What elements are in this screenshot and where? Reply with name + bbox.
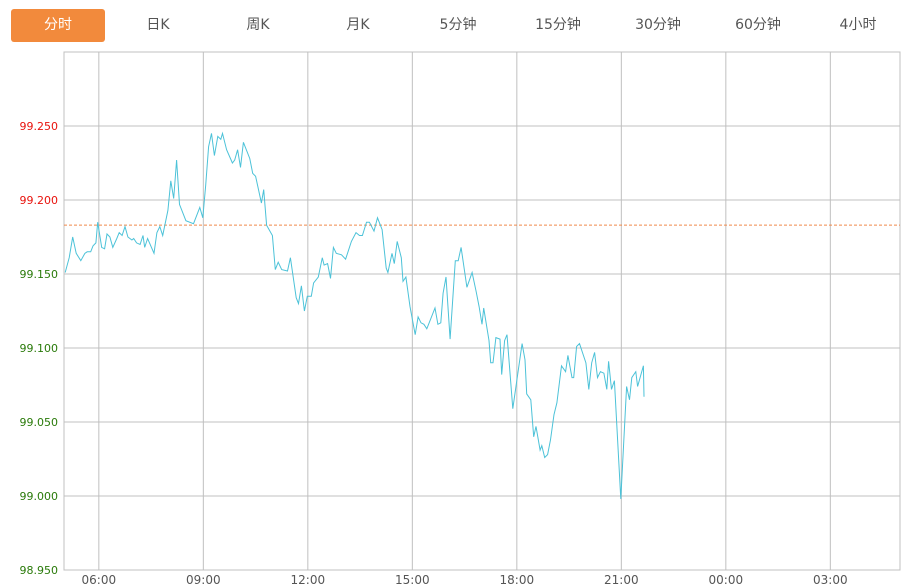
tab-8[interactable]: 4小时 <box>839 17 877 33</box>
y-tick-label: 98.950 <box>20 564 59 577</box>
chart-period-tabs: 分时 日K 周K 月K 5分钟 15分钟 30分钟 60分钟 4小时 <box>8 9 908 42</box>
y-tick-label: 99.000 <box>20 490 59 503</box>
tab-7[interactable]: 60分钟 <box>735 17 781 33</box>
grid <box>63 51 901 571</box>
x-tick-label: 12:00 <box>291 573 326 587</box>
tab-0[interactable]: 分时 <box>11 9 105 42</box>
tab-4[interactable]: 5分钟 <box>439 17 477 33</box>
x-tick-label: 18:00 <box>500 573 535 587</box>
x-axis-labels: 06:00 09:00 12:00 15:00 18:00 21:00 00:00 03:00 <box>82 573 848 587</box>
y-tick-label: 99.100 <box>20 342 59 355</box>
tab-5[interactable]: 15分钟 <box>535 17 581 33</box>
x-tick-label: 03:00 <box>813 573 848 587</box>
price-line <box>64 131 645 500</box>
y-tick-label: 99.050 <box>20 416 59 429</box>
x-tick-label: 09:00 <box>186 573 221 587</box>
tab-1[interactable]: 日K <box>146 17 170 33</box>
y-tick-label: 99.200 <box>20 194 59 207</box>
y-axis-labels: 98.950 99.000 99.050 99.100 99.150 99.200 99.2… <box>20 120 59 577</box>
tab-2[interactable]: 周K <box>246 17 270 33</box>
x-tick-label: 15:00 <box>395 573 430 587</box>
x-tick-label: 21:00 <box>604 573 639 587</box>
plot-border <box>63 51 901 571</box>
tab-3[interactable]: 月K <box>346 17 370 33</box>
x-tick-label: 00:00 <box>709 573 744 587</box>
x-tick-label: 06:00 <box>82 573 117 587</box>
tab-6[interactable]: 30分钟 <box>635 17 681 33</box>
y-tick-label: 99.150 <box>20 268 59 281</box>
y-tick-label: 99.250 <box>20 120 59 133</box>
